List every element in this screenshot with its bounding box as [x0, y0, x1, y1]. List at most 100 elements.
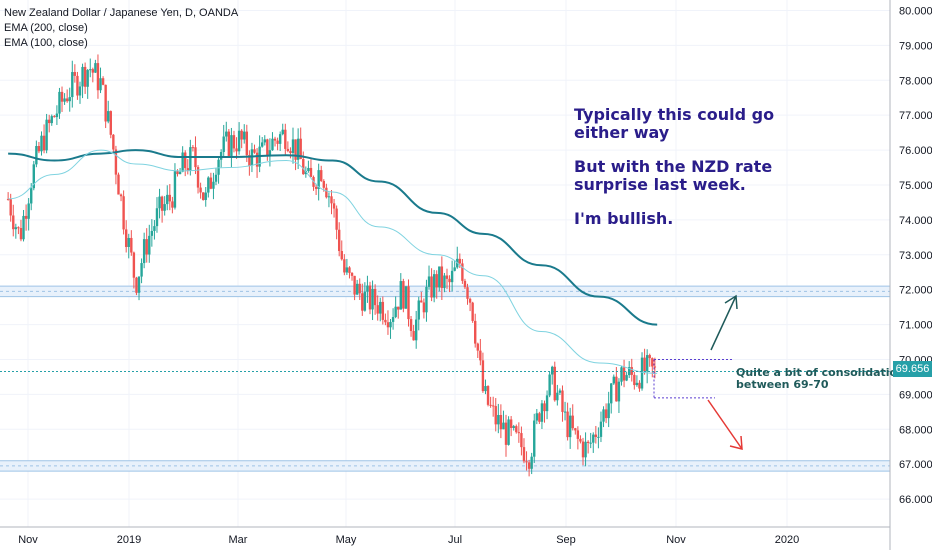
candle-body [507, 419, 510, 445]
candle-body [261, 142, 264, 147]
candle-body [163, 204, 166, 211]
candle-body [173, 171, 177, 208]
candle-body [645, 355, 649, 372]
price-tick-label: 74.000 [899, 215, 932, 227]
candle-body [530, 456, 533, 469]
candle-body [327, 196, 331, 198]
bearish-arrowhead [729, 435, 743, 450]
candle-body [427, 276, 431, 287]
candle-body [109, 111, 112, 135]
candle-body [568, 415, 572, 438]
candle-body [556, 392, 559, 401]
candle-body [145, 239, 148, 255]
candle-body [142, 239, 146, 264]
candle-body [584, 441, 587, 458]
time-tick-label: 2019 [117, 534, 141, 546]
candle-body [32, 164, 35, 189]
candle-body [458, 258, 462, 264]
candle-body [112, 134, 115, 150]
candle-body [330, 196, 333, 204]
candle-body [42, 135, 46, 151]
candle-body [414, 319, 418, 341]
candle-body [409, 319, 413, 331]
candle-body [386, 322, 390, 328]
candle-body [604, 409, 608, 419]
candle-body [371, 288, 374, 310]
candle-body [489, 404, 492, 406]
candle-body [381, 301, 385, 320]
candle-body [181, 152, 184, 172]
candle-body [302, 158, 305, 175]
candle-body [525, 461, 528, 463]
candle-body [468, 298, 472, 303]
price-tick-label: 71.000 [899, 320, 932, 332]
candle-body [461, 263, 464, 281]
consolidation-line-2: between 69-70 [736, 378, 829, 391]
candle-body [494, 406, 497, 425]
candle-body [53, 116, 56, 118]
candle-body [571, 415, 574, 429]
candle-body [273, 138, 277, 141]
candle-body [612, 376, 615, 384]
candle-body [17, 227, 20, 229]
time-tick-label: Sep [556, 534, 576, 546]
price-tick-label: 72.000 [899, 285, 932, 297]
candle-body [574, 428, 577, 431]
legend-ema200: EMA (200, close) [4, 22, 88, 34]
candle-body [314, 186, 318, 189]
candle-body [586, 441, 590, 444]
candle-body [35, 146, 38, 165]
candle-body [527, 462, 531, 469]
candle-body [63, 98, 66, 102]
time-tick-label: May [336, 534, 357, 546]
candle-body [332, 203, 336, 209]
candle-body [486, 386, 490, 405]
support-resistance-zones [0, 285, 890, 472]
candle-body [268, 150, 272, 157]
candle-body [353, 275, 356, 295]
candle-body [71, 72, 74, 98]
candle-body [24, 215, 28, 219]
candle-body [420, 300, 423, 303]
candle-body [263, 139, 266, 143]
time-tick-label: 2020 [775, 534, 799, 546]
candle-body [466, 287, 469, 299]
time-axis: Nov 2019 Mar May Jul Sep Nov 2020 [18, 534, 799, 546]
candle-body [404, 286, 408, 309]
consolidation-box [653, 358, 732, 399]
price-tick-label: 76.000 [899, 145, 932, 157]
candle-body [237, 130, 241, 152]
candle-body [633, 374, 636, 386]
price-tick-label: 79.000 [899, 40, 932, 52]
candle-body [127, 237, 130, 247]
candle-body [355, 283, 359, 295]
candle-body [19, 227, 23, 240]
candle-body [479, 350, 482, 361]
bullish-arrowhead [724, 294, 738, 310]
candle-body [563, 411, 567, 413]
candle-body [350, 272, 354, 276]
candle-body [286, 148, 290, 152]
candle-body [235, 148, 238, 152]
candle-body [474, 320, 477, 344]
candle-body [83, 66, 87, 87]
candle-body [471, 302, 474, 321]
candle-body [394, 306, 397, 318]
bearish-arrow [707, 399, 743, 450]
candle-body [407, 286, 410, 320]
candle-body [366, 285, 369, 292]
candle-body [253, 149, 256, 153]
candle-body [635, 382, 639, 386]
candle-body [625, 375, 628, 381]
candle-body [450, 270, 454, 283]
candle-body [453, 267, 456, 271]
bullish-arrow [710, 295, 737, 351]
candle-body [91, 69, 95, 73]
price-tick-label: 75.000 [899, 180, 932, 192]
price-tick-label: 77.000 [899, 110, 932, 122]
candle-body [12, 215, 15, 230]
candle-body [122, 196, 125, 230]
candle-body [340, 251, 343, 260]
price-tick-label: 78.000 [899, 75, 932, 87]
